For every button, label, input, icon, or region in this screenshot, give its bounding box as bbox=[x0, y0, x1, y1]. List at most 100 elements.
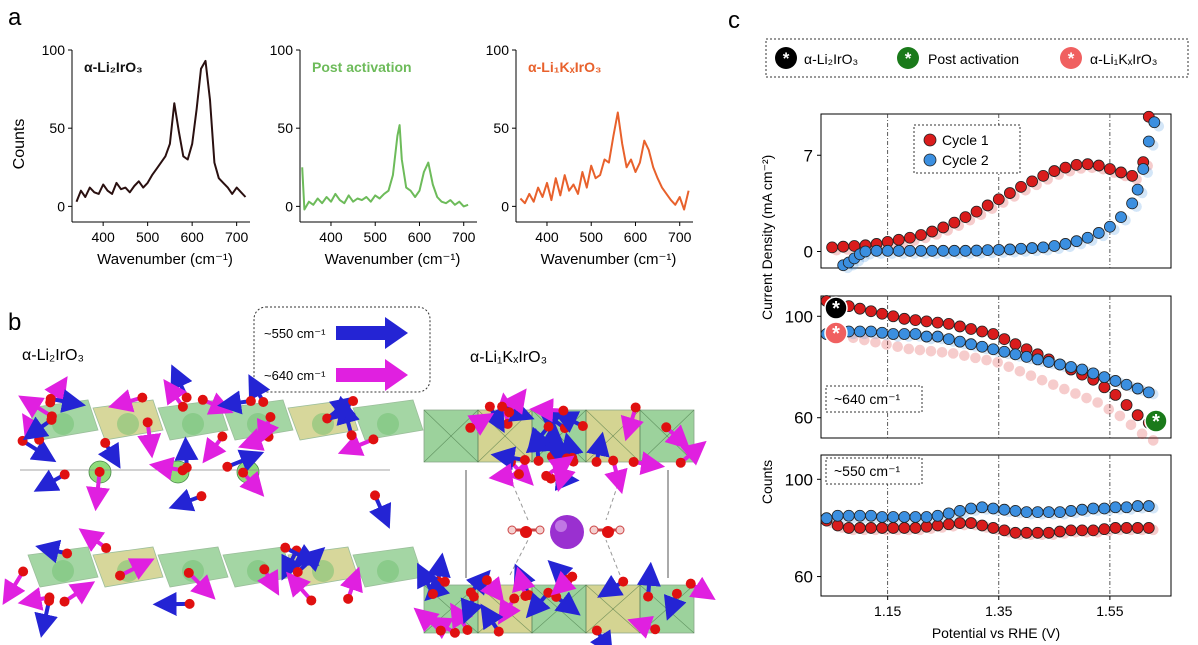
oxygen-atom bbox=[502, 418, 513, 429]
data-point bbox=[887, 522, 900, 534]
data-point bbox=[1053, 525, 1066, 538]
oxygen-atom bbox=[481, 575, 492, 586]
ghost-marker bbox=[970, 352, 981, 364]
data-point bbox=[887, 310, 900, 323]
data-point bbox=[865, 325, 877, 338]
data-point bbox=[915, 244, 927, 257]
data-point bbox=[1120, 522, 1133, 534]
oxygen-atom bbox=[292, 567, 303, 578]
data-point bbox=[1109, 501, 1122, 514]
ghost-marker bbox=[936, 346, 948, 358]
oxygen-atom bbox=[343, 593, 354, 604]
data-point bbox=[1037, 169, 1050, 182]
data-point bbox=[1020, 526, 1033, 539]
ghost-marker bbox=[892, 341, 903, 353]
oxygen-atom bbox=[45, 393, 56, 404]
ghost-marker bbox=[925, 345, 937, 357]
data-point bbox=[853, 509, 866, 522]
y-axis-label: Counts bbox=[11, 119, 28, 170]
spectrum-line bbox=[301, 124, 469, 211]
oxygen-atom bbox=[368, 434, 379, 445]
data-point bbox=[920, 330, 933, 343]
x-tick-label: 500 bbox=[136, 229, 160, 245]
panel-label-b: b bbox=[8, 309, 21, 336]
data-point bbox=[998, 524, 1011, 537]
data-point bbox=[898, 511, 911, 523]
data-point bbox=[1003, 187, 1016, 199]
data-point bbox=[998, 345, 1011, 358]
data-point bbox=[998, 503, 1011, 516]
structure-title-right: α-Li₁KₓIrO₃ bbox=[470, 349, 547, 366]
data-point bbox=[959, 211, 972, 224]
data-point bbox=[1048, 165, 1061, 177]
data-point bbox=[1087, 502, 1100, 515]
data-point bbox=[1026, 175, 1039, 188]
data-point bbox=[1098, 371, 1111, 384]
data-point bbox=[1009, 526, 1022, 539]
data-point bbox=[892, 244, 905, 257]
mode-legend-550-arrow bbox=[336, 317, 408, 349]
svg-text:*: * bbox=[905, 49, 912, 68]
oxygen-atom bbox=[101, 543, 112, 554]
oxygen-atom bbox=[546, 451, 557, 462]
ghost-marker bbox=[903, 343, 915, 355]
x-tick-label: 700 bbox=[668, 229, 692, 245]
data-point bbox=[1142, 522, 1155, 534]
legend-marker bbox=[923, 133, 937, 147]
svg-text:*: * bbox=[1068, 49, 1075, 68]
data-point bbox=[853, 522, 866, 534]
oxygen-atom bbox=[465, 422, 476, 433]
data-point bbox=[948, 244, 961, 257]
oxygen-atom bbox=[559, 423, 570, 434]
y-tick-label: 60 bbox=[794, 409, 813, 428]
hydrogen-atom bbox=[535, 525, 545, 535]
mode-legend-640-label: ~640 cm⁻¹ bbox=[264, 368, 326, 383]
y-tick-label: 100 bbox=[42, 42, 66, 58]
mode-annotation-box bbox=[825, 457, 923, 485]
data-point bbox=[1126, 169, 1139, 182]
data-point bbox=[1098, 381, 1111, 394]
data-point bbox=[903, 231, 916, 244]
data-point bbox=[998, 333, 1011, 346]
data-point bbox=[1142, 386, 1155, 399]
ghost-marker bbox=[1114, 410, 1126, 422]
ghost-marker bbox=[1081, 392, 1092, 404]
oxygen-atom bbox=[17, 435, 28, 446]
oxygen-atom bbox=[650, 624, 661, 635]
data-point bbox=[865, 509, 877, 522]
hydrogen-atom bbox=[507, 525, 517, 535]
panel-label-a: a bbox=[8, 4, 22, 31]
data-point bbox=[1081, 158, 1094, 171]
data-point bbox=[1142, 500, 1155, 512]
oxygen-atom bbox=[196, 491, 207, 502]
data-point bbox=[1065, 524, 1077, 537]
data-point bbox=[1081, 231, 1094, 244]
oxygen-atom bbox=[675, 457, 686, 468]
oxygen-atom bbox=[348, 396, 359, 407]
data-point bbox=[953, 320, 966, 333]
oxygen-atom bbox=[183, 567, 194, 578]
data-point bbox=[931, 330, 944, 343]
mode-legend: ~550 cm⁻¹ ~640 cm⁻¹ bbox=[253, 306, 431, 393]
data-point bbox=[1053, 506, 1066, 519]
data-point bbox=[965, 323, 977, 335]
spectrum-label: α-Li₁KₓIrO₃ bbox=[528, 59, 601, 75]
data-point bbox=[853, 325, 866, 338]
x-tick-label: 700 bbox=[452, 229, 476, 245]
data-point bbox=[976, 519, 989, 532]
data-point bbox=[842, 509, 855, 522]
y-tick-label: 100 bbox=[486, 42, 510, 58]
ghost-marker bbox=[959, 350, 970, 361]
oxygen-atom bbox=[322, 413, 333, 424]
oxygen-atom bbox=[115, 570, 126, 581]
data-point bbox=[876, 307, 889, 320]
data-point bbox=[898, 522, 911, 534]
oxygen-atom bbox=[449, 627, 460, 638]
mode-annotation-box bbox=[825, 385, 923, 413]
data-point bbox=[837, 240, 850, 253]
data-point bbox=[1148, 116, 1161, 129]
oxygen-atom bbox=[671, 588, 682, 599]
data-point bbox=[909, 328, 922, 340]
x-tick-label: 400 bbox=[535, 229, 559, 245]
mode-legend-550-label: ~550 cm⁻¹ bbox=[264, 326, 326, 341]
